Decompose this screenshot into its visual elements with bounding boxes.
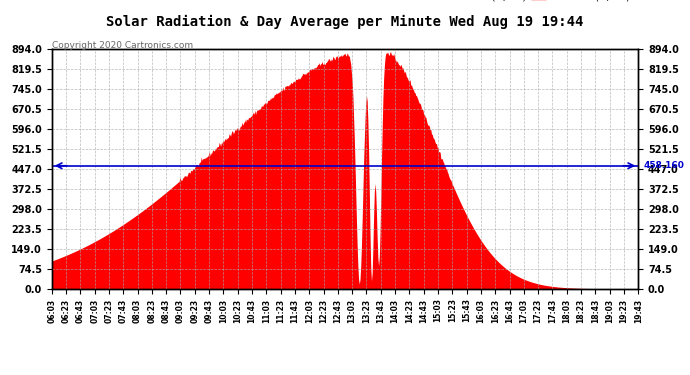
Text: 458.160: 458.160 [644,161,684,170]
Text: Copyright 2020 Cartronics.com: Copyright 2020 Cartronics.com [52,41,193,50]
Legend: Median(w/m2), Radiation(w/m2): Median(w/m2), Radiation(w/m2) [435,0,633,5]
Text: Solar Radiation & Day Average per Minute Wed Aug 19 19:44: Solar Radiation & Day Average per Minute… [106,15,584,29]
